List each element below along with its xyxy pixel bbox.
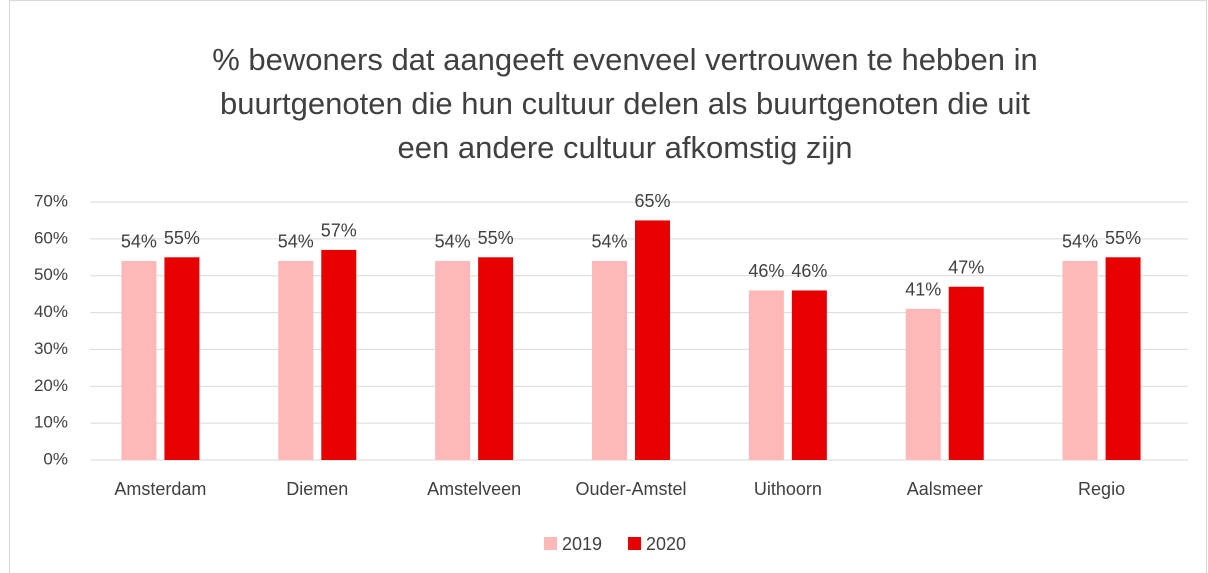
legend-swatch — [544, 537, 557, 550]
bar — [791, 290, 827, 460]
data-label: 46% — [791, 261, 827, 281]
y-tick-label: 60% — [34, 228, 68, 247]
data-label: 47% — [948, 258, 984, 278]
data-label: 54% — [278, 232, 314, 252]
y-tick-label: 20% — [34, 376, 68, 395]
x-tick-label: Diemen — [286, 479, 348, 499]
x-tick-label: Ouder-Amstel — [575, 479, 686, 499]
legend-label: 2019 — [562, 534, 602, 554]
data-label: 41% — [905, 280, 941, 300]
y-tick-label: 0% — [43, 449, 68, 468]
chart-frame — [9, 0, 1207, 573]
legend-label: 2020 — [646, 534, 686, 554]
bar — [121, 260, 157, 460]
bar — [948, 286, 984, 460]
bar — [478, 257, 514, 460]
data-label: 46% — [748, 261, 784, 281]
data-label: 55% — [478, 228, 514, 248]
x-tick-label: Amstelveen — [427, 479, 521, 499]
legend-swatch — [628, 537, 641, 550]
bar — [278, 260, 314, 460]
chart-title: % bewoners dat aangeeft evenveel vertrou… — [212, 42, 1038, 77]
x-tick-label: Regio — [1078, 479, 1125, 499]
bar — [905, 308, 941, 460]
data-label: 54% — [435, 232, 471, 252]
data-label: 65% — [634, 191, 670, 211]
data-label: 55% — [1105, 228, 1141, 248]
x-tick-label: Uithoorn — [754, 479, 822, 499]
data-label: 54% — [591, 232, 627, 252]
bar — [164, 257, 200, 460]
bar — [1105, 257, 1141, 460]
y-tick-label: 40% — [34, 302, 68, 321]
chart-title: een andere cultuur afkomstig zijn — [398, 130, 853, 165]
x-tick-label: Amsterdam — [114, 479, 206, 499]
bar — [748, 290, 784, 460]
y-tick-label: 50% — [34, 265, 68, 284]
y-tick-label: 30% — [34, 339, 68, 358]
data-label: 54% — [1062, 232, 1098, 252]
bar — [435, 260, 471, 460]
y-tick-label: 70% — [34, 191, 68, 210]
bar — [592, 260, 627, 460]
bar — [321, 249, 357, 460]
data-label: 55% — [164, 228, 200, 248]
data-label: 54% — [121, 232, 157, 252]
y-tick-label: 10% — [34, 413, 68, 432]
bar — [635, 220, 670, 460]
chart-title: buurtgenoten die hun cultuur delen als b… — [220, 86, 1030, 121]
data-label: 57% — [321, 221, 357, 241]
x-tick-label: Aalsmeer — [907, 479, 983, 499]
bar — [1062, 260, 1098, 460]
